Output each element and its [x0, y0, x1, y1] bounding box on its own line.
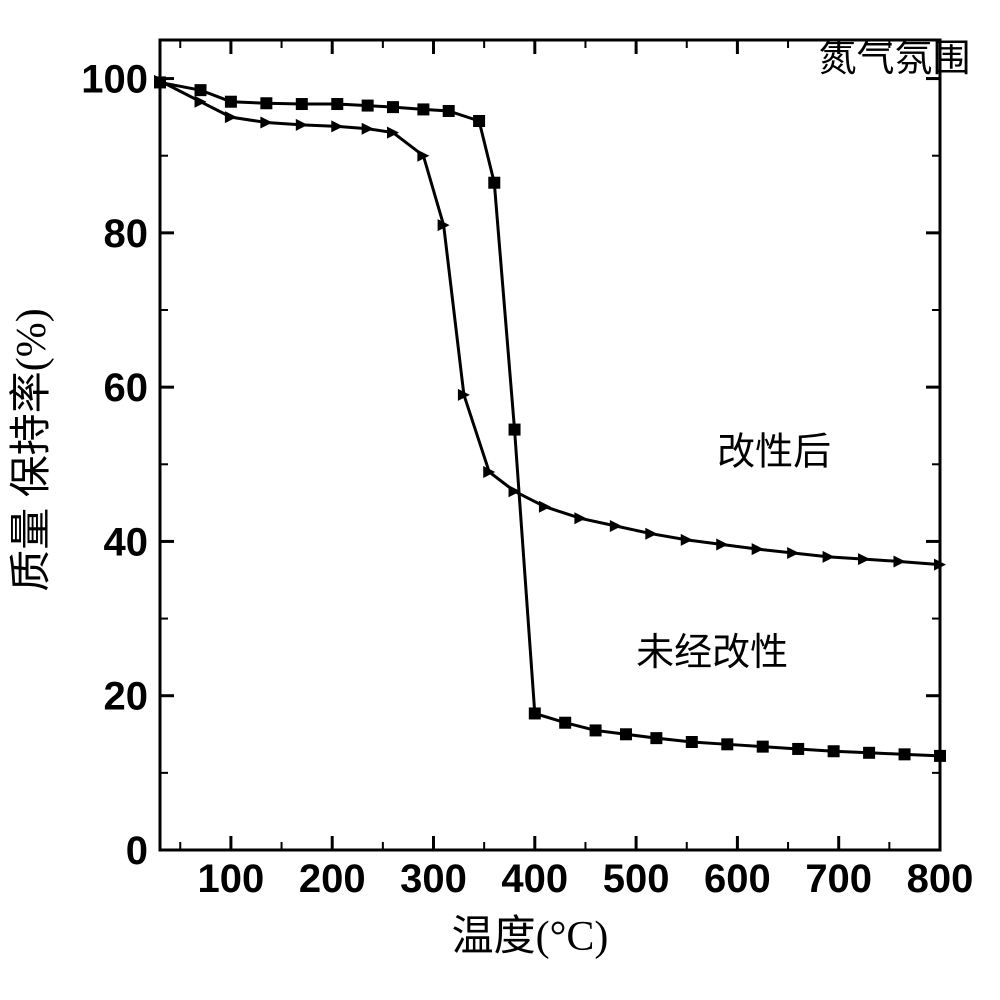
marker-square	[590, 724, 602, 736]
marker-square	[934, 750, 946, 762]
y-tick-label: 40	[104, 520, 149, 564]
marker-square	[417, 103, 429, 115]
annotation-unmodified: 未经改性	[636, 632, 788, 674]
annotation-modified: 改性后	[717, 431, 831, 473]
marker-square	[559, 717, 571, 729]
marker-square	[225, 96, 237, 108]
marker-square	[296, 98, 308, 110]
x-tick-label: 600	[704, 857, 771, 901]
x-tick-label: 800	[907, 857, 974, 901]
y-axis-label: 质量 保持率(%)	[8, 308, 55, 591]
y-tick-label: 80	[104, 212, 149, 256]
marker-square	[757, 741, 769, 753]
marker-square	[828, 745, 840, 757]
marker-square	[899, 748, 911, 760]
marker-square	[362, 100, 374, 112]
x-tick-label: 100	[198, 857, 265, 901]
y-tick-label: 0	[126, 829, 148, 873]
marker-square	[473, 115, 485, 127]
marker-square	[863, 747, 875, 759]
marker-square	[529, 707, 541, 719]
y-tick-label: 100	[81, 58, 148, 102]
x-axis-label: 温度(°C)	[452, 914, 609, 960]
marker-square	[331, 98, 343, 110]
marker-square	[721, 738, 733, 750]
x-tick-label: 400	[501, 857, 568, 901]
marker-square	[620, 728, 632, 740]
x-tick-label: 500	[603, 857, 670, 901]
y-tick-label: 60	[104, 366, 149, 410]
marker-square	[686, 736, 698, 748]
x-tick-label: 300	[400, 857, 467, 901]
marker-square	[195, 84, 207, 96]
marker-square	[387, 101, 399, 113]
marker-square	[260, 97, 272, 109]
tga-chart: 100 200 300 400 500 600 700 800 0 20 40 60 80 100 氮气氛围…	[0, 0, 1000, 1000]
marker-square	[792, 743, 804, 755]
x-tick-label: 700	[805, 857, 872, 901]
marker-square	[509, 424, 521, 436]
marker-square	[443, 105, 455, 117]
marker-square	[488, 177, 500, 189]
annotation-atmosphere: 氮气氛围	[818, 38, 970, 80]
y-tick-label: 20	[104, 675, 149, 719]
marker-square	[650, 732, 662, 744]
x-tick-label: 200	[299, 857, 366, 901]
